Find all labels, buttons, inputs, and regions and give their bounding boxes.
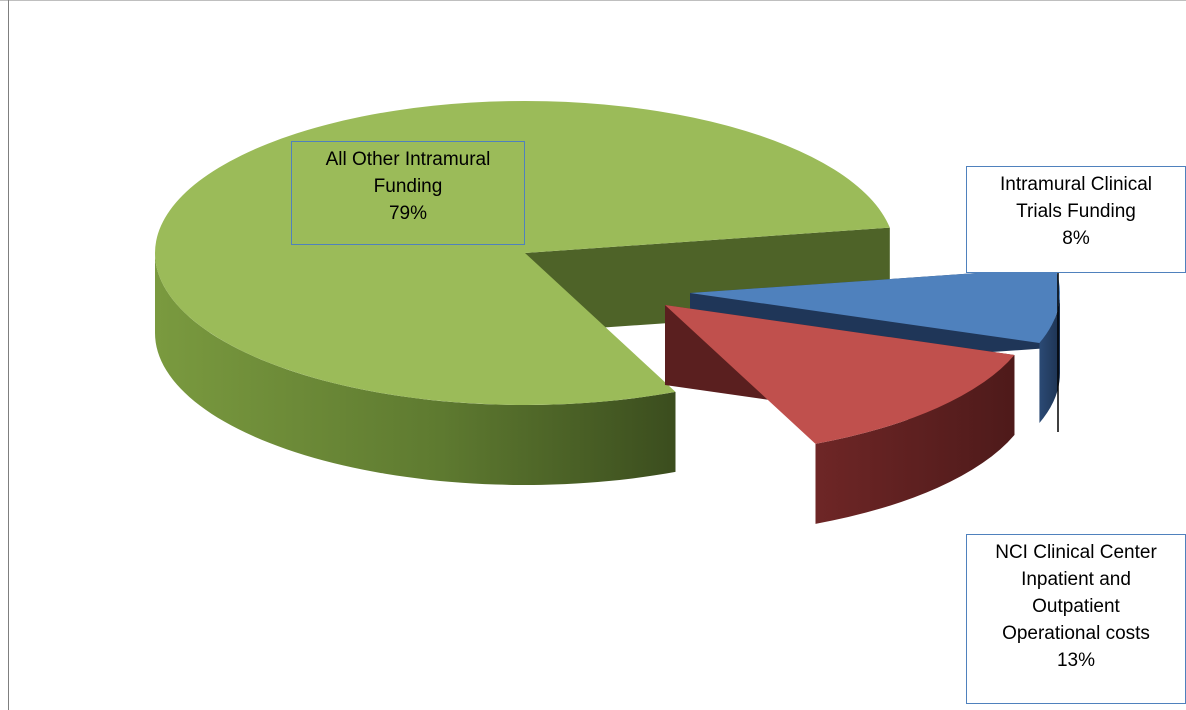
data-label-clinical-trials: Intramural Clinical Trials Funding 8%: [966, 166, 1186, 273]
data-label-clinical-center: NCI Clinical Center Inpatient and Outpatie…: [966, 534, 1186, 704]
data-label-line: 13%: [1056, 650, 1096, 671]
slice-all-other-intramural: [155, 100, 890, 485]
slice-top: [155, 100, 890, 405]
data-label-line: Outpatient: [1032, 596, 1120, 617]
slice-top: [665, 305, 1015, 444]
slice-side: [815, 354, 1015, 524]
data-label-line: 79%: [388, 203, 428, 224]
slice-side: [1039, 293, 1061, 423]
data-label-line: 8%: [1062, 228, 1090, 249]
data-label-line: Funding: [373, 176, 443, 197]
data-label-all-other-intramural: All Other Intramural Funding 79%: [291, 141, 525, 245]
data-label-line: Intramural Clinical: [999, 174, 1153, 195]
slice-top: [690, 267, 1060, 343]
slice-side: [155, 253, 676, 485]
data-label-line: Trials Funding: [1016, 201, 1136, 222]
data-label-line: Inpatient and: [1021, 569, 1131, 590]
data-label-line: NCI Clinical Center: [995, 542, 1157, 563]
data-label-line: All Other Intramural: [325, 149, 491, 170]
data-label-line: Operational costs: [1002, 623, 1150, 644]
slice-clinical-center: [665, 305, 1015, 524]
